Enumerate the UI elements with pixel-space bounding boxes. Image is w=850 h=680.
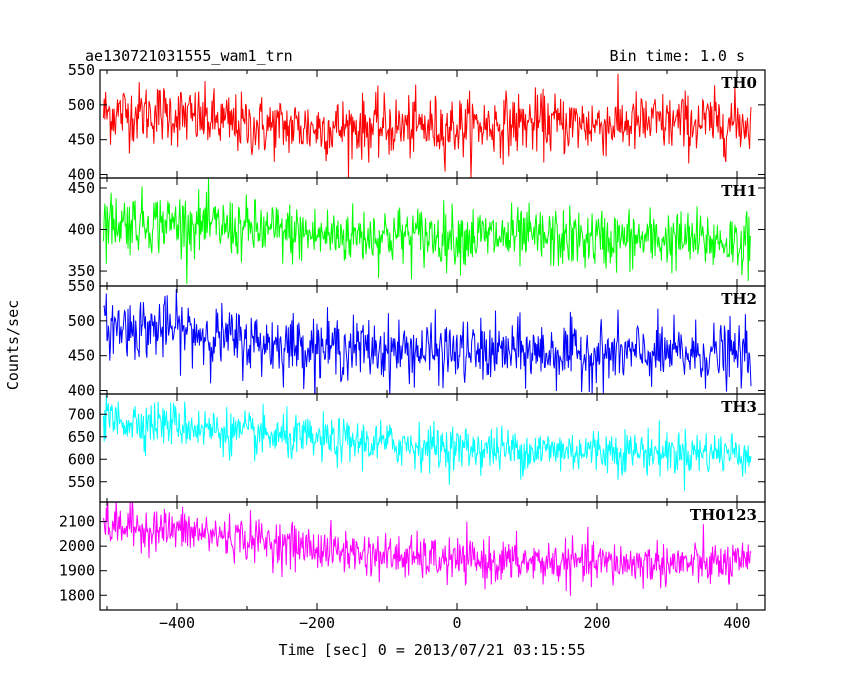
panel-label-th2: TH2 xyxy=(721,290,757,308)
y-tick-label: 600 xyxy=(68,450,95,468)
panel-th3: 550 600 650 700 TH3 xyxy=(68,393,766,503)
y-tick-label: 550 xyxy=(68,61,95,79)
y-tick-label: 2100 xyxy=(59,513,95,531)
y-tick-label: 550 xyxy=(68,473,95,491)
y-axis-label: Counts/sec xyxy=(4,300,22,390)
x-tick-label: −400 xyxy=(159,614,195,632)
bin-time-label: Bin time: 1.0 s xyxy=(610,47,745,65)
y-tick-label: 650 xyxy=(68,428,95,446)
y-tick-label: 450 xyxy=(68,347,95,365)
y-tick-label: 400 xyxy=(68,166,95,184)
panel-label-th3: TH3 xyxy=(721,398,757,416)
y-tick-label: 500 xyxy=(68,312,95,330)
panel-frame xyxy=(99,501,766,611)
series-line-th3 xyxy=(103,394,752,491)
y-tick-label: 550 xyxy=(68,277,95,295)
x-axis-label: Time [sec] 0 = 2013/07/21 03:15:55 xyxy=(278,641,585,659)
series-line-th0123 xyxy=(103,502,752,596)
y-tick-label: 700 xyxy=(68,405,95,423)
y-tick-label: 1900 xyxy=(59,562,95,580)
chart-title: ae130721031555_wam1_trn xyxy=(85,47,293,65)
panel-th1: 350 400 450 TH1 xyxy=(68,177,766,287)
panel-th0123: 1800 1900 2000 2100 TH0123 −400 −200 0 200 400 xyxy=(59,501,766,632)
y-tick-label: 400 xyxy=(68,382,95,400)
series-line-th0 xyxy=(103,73,752,178)
y-tick-label: 450 xyxy=(68,131,95,149)
x-tick-label: −200 xyxy=(299,614,335,632)
panel-label-th1: TH1 xyxy=(721,182,757,200)
x-tick-label: 400 xyxy=(723,614,750,632)
y-tick-label: 350 xyxy=(68,262,95,280)
panel-label-th0123: TH0123 xyxy=(690,506,757,524)
panel-label-th0: TH0 xyxy=(721,74,757,92)
series-line-th1 xyxy=(103,178,752,284)
y-tick-label: 400 xyxy=(68,221,95,239)
y-tick-label: 1800 xyxy=(59,586,95,604)
panel-th0: 400 450 500 550 TH0 xyxy=(68,61,766,184)
series-line-th2 xyxy=(103,288,752,394)
y-tick-label: 450 xyxy=(68,179,95,197)
panel-th2: 400 450 500 550 TH2 xyxy=(68,277,766,400)
y-tick-label: 2000 xyxy=(59,537,95,555)
y-tick-label: 500 xyxy=(68,96,95,114)
x-tick-label: 0 xyxy=(452,614,461,632)
x-tick-label: 200 xyxy=(583,614,610,632)
